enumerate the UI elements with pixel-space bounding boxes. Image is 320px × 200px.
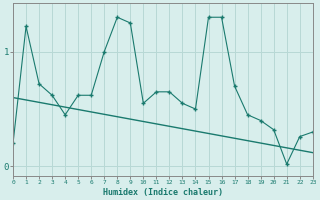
X-axis label: Humidex (Indice chaleur): Humidex (Indice chaleur) (103, 188, 223, 197)
